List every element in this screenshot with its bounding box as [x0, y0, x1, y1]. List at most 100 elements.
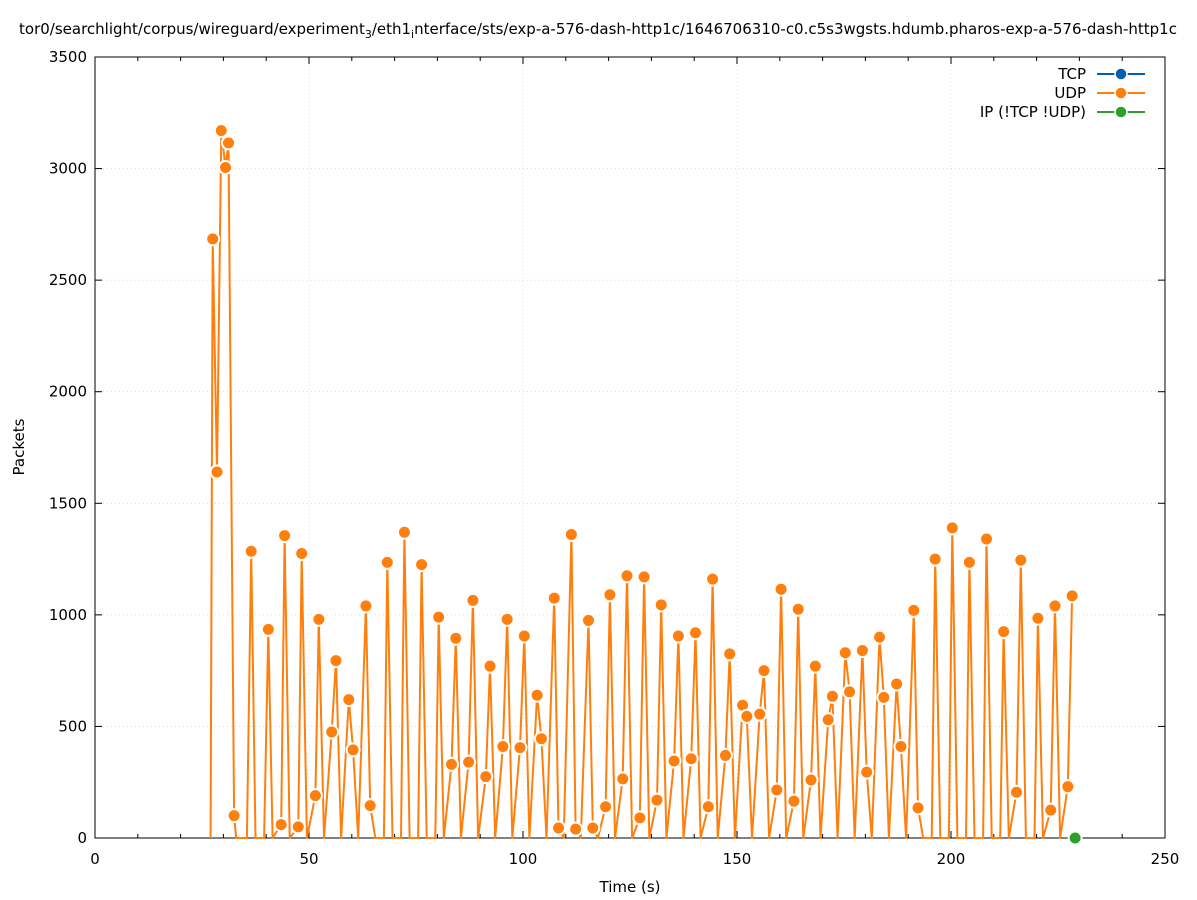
- data-point: [602, 587, 618, 603]
- data-point: [803, 772, 819, 788]
- series-1: [205, 123, 1080, 839]
- legend-marker: [1114, 67, 1128, 81]
- chart-title-part-a: tor0/searchlight/corpus/wireguard/experi…: [19, 20, 365, 38]
- data-point: [294, 545, 310, 561]
- data-point: [700, 799, 716, 815]
- x-tick-label: 250: [1151, 850, 1180, 868]
- x-tick-label: 200: [937, 850, 966, 868]
- data-point: [478, 769, 494, 785]
- data-point: [465, 592, 481, 608]
- data-point: [482, 658, 498, 674]
- data-point: [533, 731, 549, 747]
- data-point: [996, 624, 1012, 640]
- data-point: [752, 706, 768, 722]
- data-point: [358, 598, 374, 614]
- data-point: [414, 557, 430, 573]
- data-point: [876, 689, 892, 705]
- legend-label: TCP: [1057, 65, 1086, 83]
- chart-title-subscript-2: i: [411, 28, 414, 41]
- data-point: [717, 747, 733, 763]
- data-point: [636, 569, 652, 585]
- data-point: [260, 621, 276, 637]
- data-point: [944, 520, 960, 536]
- data-point: [328, 653, 344, 669]
- data-point: [396, 524, 412, 540]
- chart-title-part-c: nterface/sts/exp-a-576-dash-http1c/16467…: [414, 20, 1177, 38]
- data-point: [670, 628, 686, 644]
- data-point: [209, 464, 225, 480]
- y-axis-label: Packets: [10, 418, 28, 475]
- data-point: [290, 819, 306, 835]
- y-tick-label: 1500: [49, 494, 87, 512]
- data-point: [1064, 588, 1080, 604]
- data-point: [653, 597, 669, 613]
- y-tick-label: 2500: [49, 271, 87, 289]
- data-point: [769, 782, 785, 798]
- series-group: [205, 123, 1083, 846]
- data-point: [218, 159, 234, 175]
- chart-title-part-b: /eth1: [372, 20, 411, 38]
- data-point: [615, 771, 631, 787]
- x-tick-label: 150: [723, 850, 752, 868]
- data-point: [598, 799, 614, 815]
- y-tick-label: 3500: [49, 48, 87, 66]
- data-point: [1030, 610, 1046, 626]
- data-point: [1067, 830, 1083, 846]
- data-point: [221, 135, 237, 151]
- data-point: [722, 646, 738, 662]
- data-point: [687, 625, 703, 641]
- data-point: [273, 817, 289, 833]
- data-point: [666, 753, 682, 769]
- data-point: [619, 568, 635, 584]
- data-point: [1047, 598, 1063, 614]
- y-tick-label: 0: [77, 829, 87, 847]
- data-point: [649, 792, 665, 808]
- data-point: [837, 645, 853, 661]
- chart-title: tor0/searchlight/corpus/wireguard/experi…: [19, 20, 1177, 41]
- legend-marker: [1114, 86, 1128, 100]
- x-tick-label: 0: [90, 850, 100, 868]
- data-point: [859, 764, 875, 780]
- plot-area-border: [94, 56, 1166, 839]
- data-point: [756, 663, 772, 679]
- data-point: [362, 798, 378, 814]
- data-point: [495, 739, 511, 755]
- data-point: [632, 810, 648, 826]
- data-point: [906, 602, 922, 618]
- x-tick-label: 100: [509, 850, 538, 868]
- data-point: [824, 688, 840, 704]
- data-point: [683, 751, 699, 767]
- data-point: [311, 611, 327, 627]
- data-point: [854, 643, 870, 659]
- data-point: [739, 708, 755, 724]
- data-point: [1043, 802, 1059, 818]
- data-point: [893, 739, 909, 755]
- data-point: [820, 712, 836, 728]
- data-point: [243, 543, 259, 559]
- data-point: [773, 581, 789, 597]
- data-point: [563, 527, 579, 543]
- data-point: [512, 740, 528, 756]
- series-2: [1067, 830, 1083, 846]
- legend-marker: [1114, 105, 1128, 119]
- data-point: [568, 821, 584, 837]
- axis-ticks: [94, 56, 1166, 839]
- data-point: [927, 551, 943, 567]
- data-point: [529, 687, 545, 703]
- series-line: [209, 129, 1074, 839]
- data-point: [307, 788, 323, 804]
- y-tick-label: 500: [58, 717, 87, 735]
- data-point: [213, 123, 229, 139]
- tick-labels: 0 50 100 150 200 2500500100015002000250030003…: [49, 48, 1180, 868]
- y-tick-label: 2000: [49, 383, 87, 401]
- data-point: [205, 231, 221, 247]
- legend-label: UDP: [1054, 84, 1086, 102]
- data-point: [448, 630, 464, 646]
- data-point: [345, 742, 361, 758]
- data-point: [872, 629, 888, 645]
- data-point: [546, 590, 562, 606]
- data-point: [790, 601, 806, 617]
- y-tick-label: 1000: [49, 606, 87, 624]
- legend-label: IP (!TCP !UDP): [980, 103, 1086, 121]
